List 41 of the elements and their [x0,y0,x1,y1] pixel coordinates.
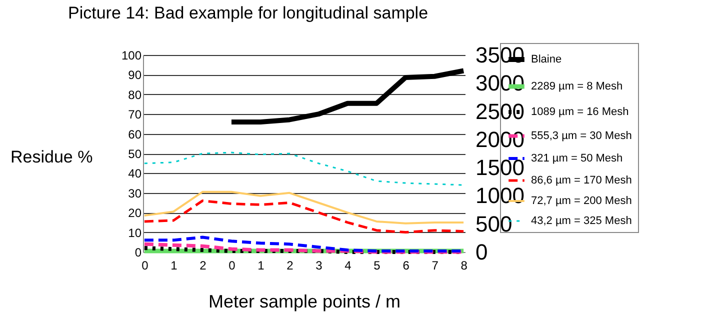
legend-label: 86,6 µm = 170 Mesh [531,174,632,186]
y-tick-label: 30 [128,186,142,200]
x-tick-label: 8 [460,258,468,272]
y2-tick-label: 1500 [476,155,524,180]
y-tick-label: 70 [128,108,142,122]
x-tick-label: 5 [374,258,381,272]
x-tick-label: 0 [228,258,236,272]
y2-tick-label: 2000 [476,126,524,152]
y-tick-label: 100 [121,48,142,62]
x-tick-label: 1 [170,258,178,272]
legend-label: 1089 µm = 16 Mesh [531,106,629,118]
legend-label: 321 µm = 50 Mesh [531,152,623,164]
x-tick-label: 7 [432,258,439,272]
chart-title: Picture 14: Bad example for longitudinal sample [68,4,428,22]
y-tick-label: 40 [128,166,142,181]
y-axis-title: Residue % [10,148,93,166]
y-tick-label: 50 [128,147,142,161]
x-tick-label: 6 [402,258,410,272]
legend-label: 555,3 µm = 30 Mesh [531,130,632,142]
x-tick-label: 3 [316,258,323,272]
x-tick-label: 4 [344,258,352,272]
x-axis-title: Meter sample points / m [208,292,401,312]
line-series [143,200,465,234]
y-tick-label: 0 [134,246,142,260]
y-tick-label: 20 [128,206,142,220]
y-tick-label: 90 [128,68,142,82]
line-series [143,190,465,224]
y2-tick-label: 1000 [476,183,524,208]
legend-label: 72,7 µm = 200 Mesh [531,195,632,207]
y-tick-label: 60 [128,127,142,142]
y-tick-label: 10 [128,226,142,240]
x-tick-label: 2 [200,258,207,272]
legend-label: Blaine [531,54,562,66]
legend-label: 43,2 µm = 325 Mesh [531,215,632,227]
y-tick-label: 80 [128,88,142,102]
x-tick-label: 1 [258,258,265,272]
line-series [144,152,464,186]
y2-tick-label: 2500 [476,98,524,124]
x-tick-label: 2 [286,258,294,272]
y2-tick-label: 500 [476,211,512,236]
legend-label: 2289 µm = 8 Mesh [531,80,623,92]
